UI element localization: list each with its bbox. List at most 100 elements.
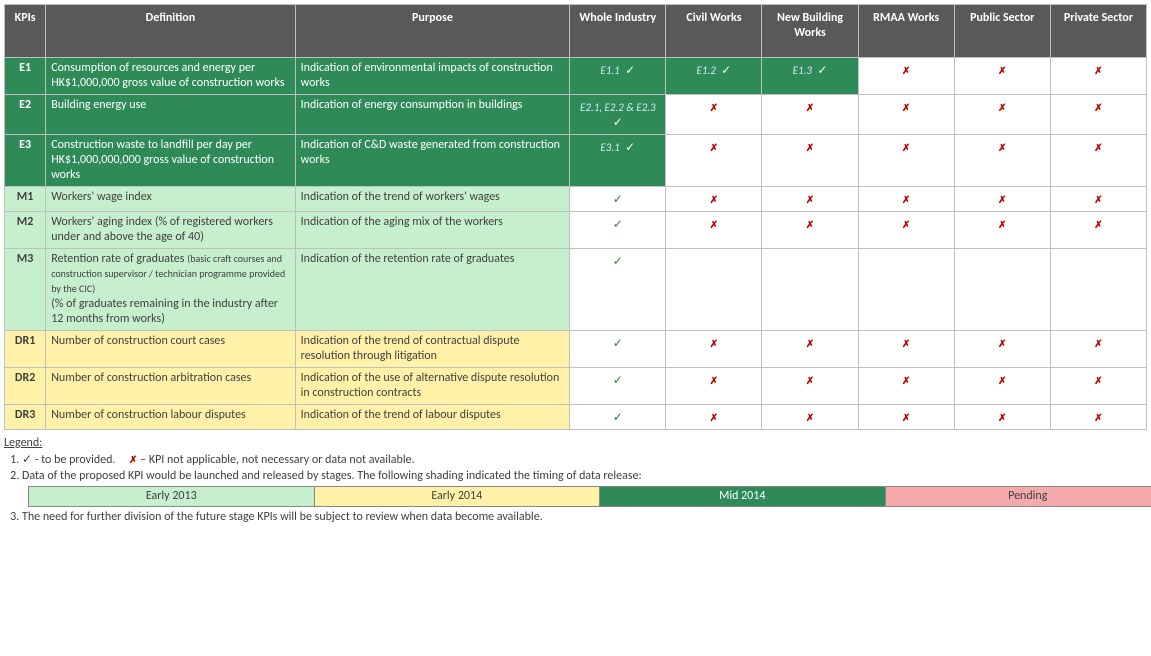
- kpi-cell: ✗: [666, 331, 762, 368]
- col-header: Definition: [46, 5, 295, 58]
- kpi-cell: ✗: [1050, 135, 1146, 187]
- kpi-cell: ✗: [954, 405, 1050, 430]
- kpi-cell: ✗: [858, 331, 954, 368]
- kpi-definition: Construction waste to landfill per day p…: [46, 135, 295, 187]
- kpi-cell: ✗: [762, 95, 858, 135]
- kpi-cell: ✗: [666, 212, 762, 249]
- kpi-id: M2: [5, 212, 46, 249]
- kpi-purpose: Indication of environmental impacts of c…: [295, 58, 570, 95]
- kpi-cell: E1.1 ✓: [570, 58, 666, 95]
- kpi-cell: [1050, 249, 1146, 331]
- table-row: E2Building energy useIndication of energ…: [5, 95, 1147, 135]
- kpi-cell: ✗: [954, 331, 1050, 368]
- kpi-cell: ✗: [954, 135, 1050, 187]
- kpi-purpose: Indication of C&D waste generated from c…: [295, 135, 570, 187]
- kpi-id: M1: [5, 187, 46, 212]
- kpi-cell: ✓: [570, 249, 666, 331]
- kpi-cell: ✗: [762, 331, 858, 368]
- legend-note-2: Data of the proposed KPI would be launch…: [22, 469, 1147, 483]
- kpi-purpose: Indication of the use of alternative dis…: [295, 368, 570, 405]
- kpi-cell: ✗: [1050, 187, 1146, 212]
- kpi-purpose: Indication of the aging mix of the worke…: [295, 212, 570, 249]
- kpi-cell: ✗: [954, 212, 1050, 249]
- kpi-cell: ✗: [858, 95, 954, 135]
- kpi-id: DR1: [5, 331, 46, 368]
- swatch-early-2014: Early 2014: [314, 487, 600, 507]
- kpi-cell: ✓: [570, 405, 666, 430]
- kpi-cell: ✗: [1050, 95, 1146, 135]
- kpi-cell: ✗: [762, 368, 858, 405]
- kpi-cell: ✓: [570, 368, 666, 405]
- kpi-cell: ✗: [666, 368, 762, 405]
- col-header: New Building Works: [762, 5, 858, 58]
- kpi-cell: ✗: [954, 58, 1050, 95]
- kpi-purpose: Indication of the retention rate of grad…: [295, 249, 570, 331]
- kpi-definition: Consumption of resources and energy per …: [46, 58, 295, 95]
- swatch-mid-2014: Mid 2014: [600, 487, 886, 507]
- kpi-cell: ✗: [666, 187, 762, 212]
- kpi-cell: ✓: [570, 187, 666, 212]
- kpi-cell: ✗: [858, 135, 954, 187]
- kpi-id: E3: [5, 135, 46, 187]
- kpi-cell: ✗: [762, 212, 858, 249]
- col-header: KPIs: [5, 5, 46, 58]
- kpi-purpose: Indication of the trend of contractual d…: [295, 331, 570, 368]
- kpi-purpose: Indication of the trend of workers' wage…: [295, 187, 570, 212]
- kpi-cell: ✗: [858, 212, 954, 249]
- kpi-purpose: Indication of energy consumption in buil…: [295, 95, 570, 135]
- table-row: E3Construction waste to landfill per day…: [5, 135, 1147, 187]
- swatch-early-2013: Early 2013: [29, 487, 315, 507]
- kpi-cell: ✓: [570, 212, 666, 249]
- kpi-cell: E1.3 ✓: [762, 58, 858, 95]
- table-row: M1Workers' wage indexIndication of the t…: [5, 187, 1147, 212]
- table-row: DR1Number of construction court casesInd…: [5, 331, 1147, 368]
- table-row: DR2Number of construction arbitration ca…: [5, 368, 1147, 405]
- kpi-cell: ✗: [1050, 58, 1146, 95]
- kpi-tbody: E1Consumption of resources and energy pe…: [5, 58, 1147, 430]
- col-header: Private Sector: [1050, 5, 1146, 58]
- kpi-cell: ✗: [954, 187, 1050, 212]
- col-header: Civil Works: [666, 5, 762, 58]
- kpi-cell: E1.2 ✓: [666, 58, 762, 95]
- col-header: Purpose: [295, 5, 570, 58]
- cross-icon: ✗: [129, 453, 137, 466]
- kpi-definition: Number of construction court cases: [46, 331, 295, 368]
- table-row: E1Consumption of resources and energy pe…: [5, 58, 1147, 95]
- legend-note-3: The need for further division of the fut…: [22, 510, 1147, 524]
- kpi-cell: E2.1, E2.2 & E2.3✓: [570, 95, 666, 135]
- kpi-definition: Retention rate of graduates (basic craft…: [46, 249, 295, 331]
- col-header: RMAA Works: [858, 5, 954, 58]
- kpi-cell: ✗: [1050, 368, 1146, 405]
- swatch-pending: Pending: [885, 487, 1151, 507]
- kpi-cell: ✗: [666, 95, 762, 135]
- kpi-cell: [858, 249, 954, 331]
- kpi-definition: Number of construction labour disputes: [46, 405, 295, 430]
- kpi-cell: ✗: [666, 405, 762, 430]
- kpi-cell: ✗: [858, 58, 954, 95]
- kpi-id: DR3: [5, 405, 46, 430]
- kpi-cell: E3.1 ✓: [570, 135, 666, 187]
- kpi-cell: ✗: [762, 187, 858, 212]
- kpi-cell: ✗: [1050, 405, 1146, 430]
- table-row: M2Workers' aging index (% of registered …: [5, 212, 1147, 249]
- kpi-cell: ✗: [954, 368, 1050, 405]
- kpi-purpose: Indication of the trend of labour disput…: [295, 405, 570, 430]
- kpi-cell: ✗: [1050, 212, 1146, 249]
- legend: Legend: ✓ - to be provided. ✗ – KPI not …: [4, 436, 1147, 524]
- kpi-cell: ✗: [858, 187, 954, 212]
- kpi-id: E2: [5, 95, 46, 135]
- header-row: KPIsDefinitionPurposeWhole IndustryCivil…: [5, 5, 1147, 58]
- kpi-cell: ✗: [1050, 331, 1146, 368]
- kpi-cell: ✗: [762, 135, 858, 187]
- kpi-id: M3: [5, 249, 46, 331]
- legend-note-1: ✓ - to be provided. ✗ – KPI not applicab…: [22, 452, 1147, 467]
- kpi-definition: Workers' aging index (% of registered wo…: [46, 212, 295, 249]
- kpi-cell: ✓: [570, 331, 666, 368]
- kpi-id: DR2: [5, 368, 46, 405]
- kpi-definition: Workers' wage index: [46, 187, 295, 212]
- col-header: Public Sector: [954, 5, 1050, 58]
- kpi-definition: Building energy use: [46, 95, 295, 135]
- kpi-definition: Number of construction arbitration cases: [46, 368, 295, 405]
- col-header: Whole Industry: [570, 5, 666, 58]
- kpi-cell: [762, 249, 858, 331]
